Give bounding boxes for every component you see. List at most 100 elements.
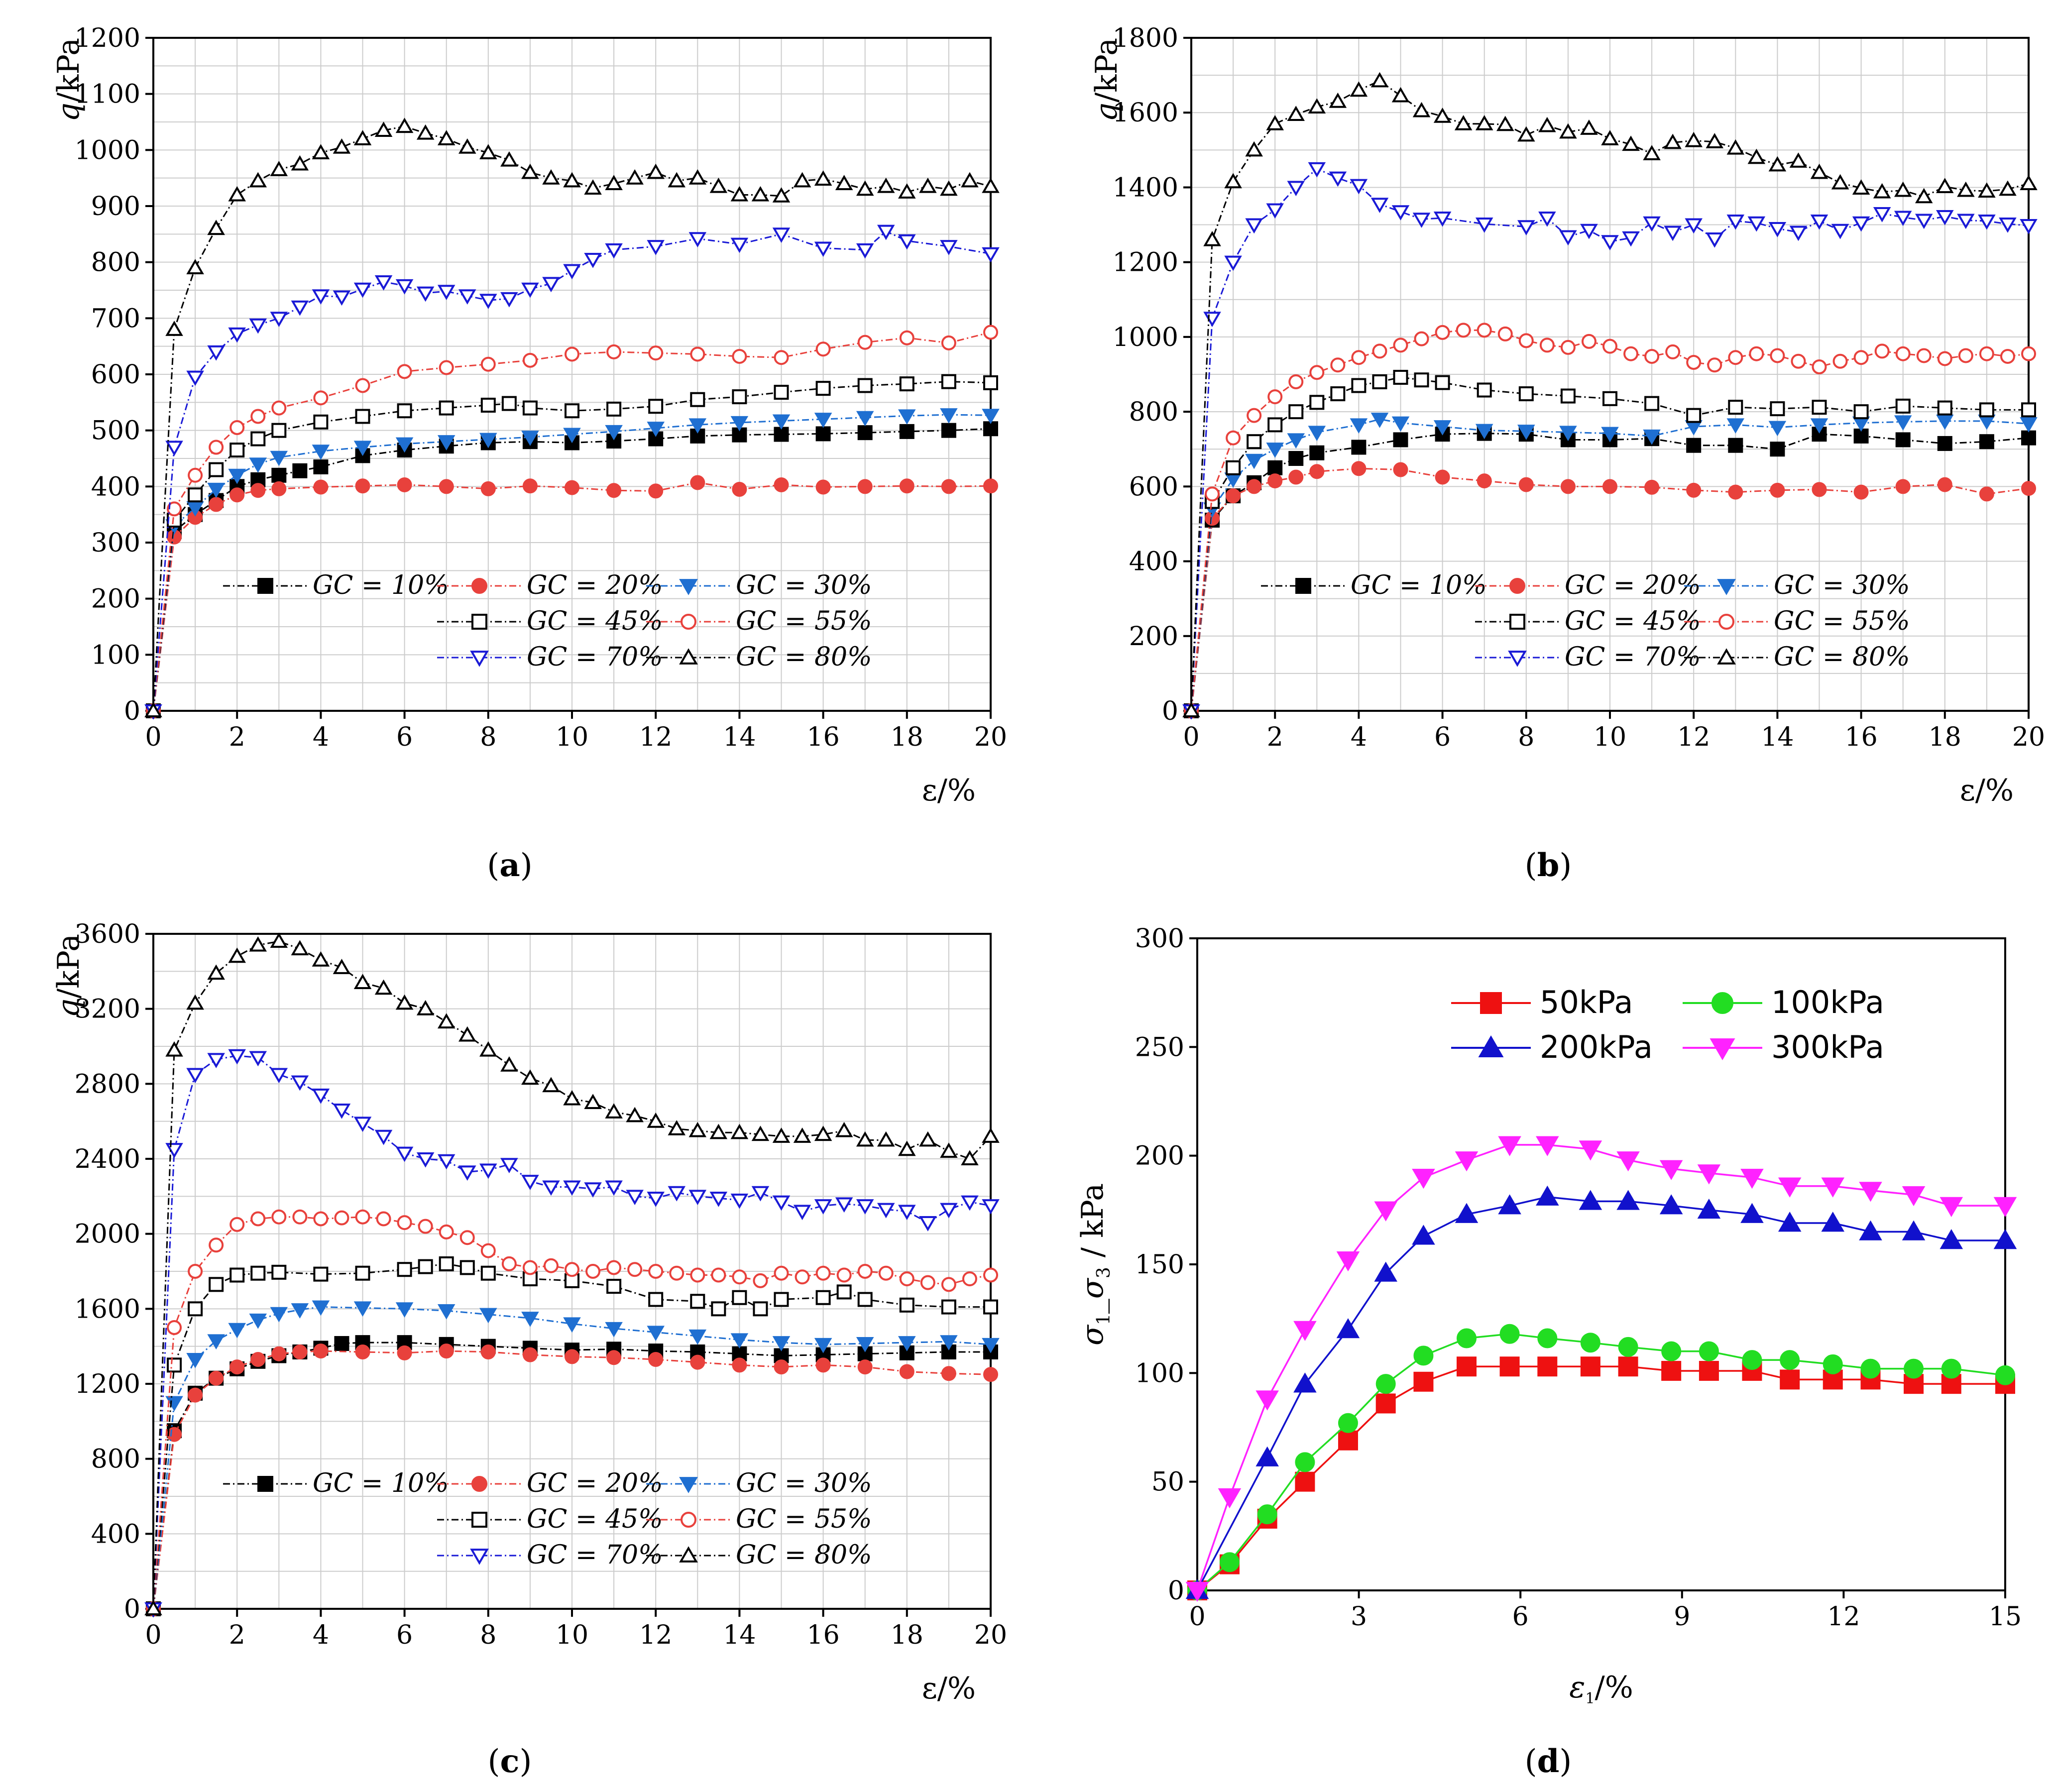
data-point xyxy=(1391,87,1410,103)
data-point xyxy=(1749,346,1764,361)
data-point xyxy=(1391,416,1410,432)
data-point xyxy=(1665,344,1681,359)
data-point xyxy=(1295,1471,1315,1492)
data-point xyxy=(730,1123,749,1139)
data-point xyxy=(458,1165,476,1181)
data-point xyxy=(1308,162,1326,178)
y-axis-title-sub3: 3 xyxy=(1094,1267,1114,1278)
data-point xyxy=(732,1357,747,1373)
data-point xyxy=(1728,484,1743,500)
data-point xyxy=(1852,216,1870,232)
data-point xyxy=(1338,1413,1358,1433)
data-point xyxy=(1874,343,1890,359)
legend-item: GC = 30% xyxy=(1684,570,1910,600)
data-point xyxy=(940,1142,958,1158)
legend-item: GC = 80% xyxy=(646,1540,872,1570)
data-point xyxy=(228,186,246,202)
data-point xyxy=(144,702,162,718)
data-point xyxy=(188,1301,203,1317)
data-point xyxy=(2021,402,2036,418)
data-point xyxy=(647,240,665,255)
data-point xyxy=(648,399,664,414)
data-point xyxy=(1185,1581,1209,1602)
data-point xyxy=(690,1294,705,1309)
data-point xyxy=(437,130,456,145)
data-point xyxy=(690,346,705,362)
data-point xyxy=(395,1302,414,1318)
data-point xyxy=(941,335,956,350)
data-point xyxy=(836,1284,852,1300)
data-point xyxy=(312,951,330,967)
data-point xyxy=(522,400,538,416)
series-gc-70- xyxy=(144,224,1000,720)
data-point xyxy=(647,1113,665,1128)
data-point xyxy=(353,974,372,989)
data-point xyxy=(709,1123,728,1139)
data-point xyxy=(1351,378,1367,393)
data-point xyxy=(376,1211,391,1227)
legend-item: GC = 70% xyxy=(437,1540,663,1570)
data-point xyxy=(1894,415,1912,431)
data-point xyxy=(941,1277,956,1292)
data-point xyxy=(333,1104,351,1119)
y-tick-label: 1200 xyxy=(75,23,140,53)
data-point xyxy=(271,1346,287,1361)
x-tick-label: 14 xyxy=(1761,722,1794,752)
legend-label: GC = 10% xyxy=(1351,570,1487,600)
data-point xyxy=(898,183,916,199)
data-point xyxy=(753,1301,768,1317)
data-point xyxy=(1823,1354,1843,1374)
legend-label: GC = 70% xyxy=(527,1540,663,1570)
series-gc-20- xyxy=(146,1344,998,1616)
legend-label: GC = 55% xyxy=(1774,606,1910,636)
data-point xyxy=(563,428,581,444)
data-point xyxy=(899,1364,914,1379)
data-point xyxy=(355,478,370,494)
legend-item: GC = 20% xyxy=(437,1468,663,1498)
data-point xyxy=(1643,429,1661,445)
data-point xyxy=(1957,214,1975,229)
data-point xyxy=(1859,1182,1882,1202)
data-point xyxy=(814,1338,832,1353)
panel-label-letter: b xyxy=(1537,847,1560,884)
data-point xyxy=(1821,1212,1845,1232)
data-point xyxy=(1616,1151,1640,1172)
data-point xyxy=(1707,357,1722,373)
legend-marker xyxy=(470,651,489,667)
panel-label-paren: ( xyxy=(487,847,499,884)
data-point xyxy=(439,360,454,375)
data-point xyxy=(397,443,412,458)
legend-item: GC = 55% xyxy=(1684,606,1910,636)
data-point xyxy=(584,1182,602,1198)
data-point xyxy=(1993,1197,2017,1217)
legend-marker xyxy=(471,1512,487,1528)
series-gc-80- xyxy=(144,932,1000,1616)
data-point xyxy=(1810,418,1828,434)
data-point xyxy=(1498,1136,1521,1156)
y-tick-label: 0 xyxy=(124,1594,140,1624)
data-point xyxy=(1257,1504,1277,1525)
y-axis-title-unit: / kPa xyxy=(1075,1183,1110,1267)
data-point xyxy=(291,1075,309,1091)
data-point xyxy=(1902,1220,1926,1240)
x-tick-label: 0 xyxy=(1183,722,1199,752)
data-point xyxy=(355,1265,370,1281)
data-point xyxy=(1203,312,1221,327)
data-point xyxy=(437,285,456,300)
data-point xyxy=(249,1051,267,1067)
data-point xyxy=(648,345,664,361)
data-point xyxy=(439,400,454,416)
data-point xyxy=(1726,139,1745,155)
data-point xyxy=(207,1053,225,1069)
data-point xyxy=(1219,1552,1240,1572)
legend-label: GC = 70% xyxy=(527,642,663,672)
data-point xyxy=(1859,1220,1882,1240)
data-point xyxy=(565,1349,579,1364)
data-point xyxy=(542,277,560,293)
y-tick-label: 1000 xyxy=(1113,323,1178,352)
data-point xyxy=(374,275,393,291)
data-point xyxy=(1999,218,2017,233)
data-point xyxy=(480,1243,496,1258)
data-point xyxy=(1517,126,1535,142)
x-tick-label: 4 xyxy=(1351,722,1367,752)
